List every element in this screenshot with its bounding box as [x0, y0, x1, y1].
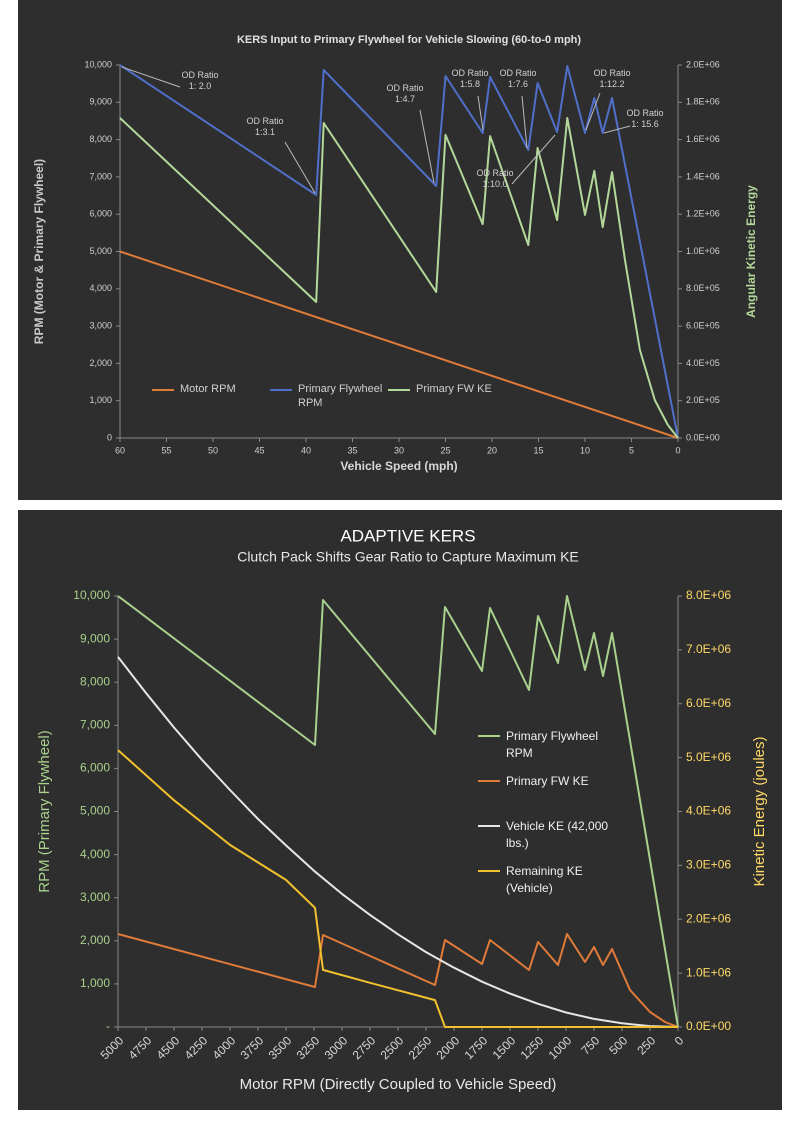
y2-tick-label: 4.0E+05 [686, 358, 720, 368]
annotation: OD Ratio 1:4.7 [386, 83, 424, 104]
annotation: OD Ratio 1:7.6 [499, 68, 537, 89]
legend-label: Primary FW KE [416, 383, 492, 395]
x-tick-label: 25 [440, 445, 450, 455]
y-tick-label: 5,000 [89, 246, 112, 256]
y-tick-label: 3,000 [89, 320, 112, 330]
x-tick-label: 60 [115, 445, 125, 455]
chart-title: KERS Input to Primary Flywheel for Vehic… [237, 34, 581, 46]
y-tick-label: 0 [107, 432, 112, 442]
annotation-leader [511, 134, 556, 185]
x-tick-label: 45 [254, 445, 264, 455]
x-tick-label: 20 [487, 445, 497, 455]
y-tick-label: 3,000 [80, 890, 110, 904]
y-axis-title: RPM (Primary Flywheel) [36, 730, 53, 893]
x-tick-label: 30 [394, 445, 404, 455]
panel [18, 0, 782, 500]
y2-tick-label: 1.0E+06 [686, 965, 731, 979]
y2-tick-label: 4.0E+06 [686, 804, 731, 818]
y2-tick-label: 8.0E+06 [686, 588, 731, 602]
y-tick-label: 6,000 [80, 761, 110, 775]
y-tick-label: 4,000 [89, 283, 112, 293]
annotation-leader [419, 109, 435, 184]
x-tick-label: 15 [533, 445, 543, 455]
x-tick-label: 5 [629, 445, 634, 455]
y-tick-label: 4,000 [80, 847, 110, 861]
series-line [117, 749, 678, 1028]
legend-label: Primary Flywheel RPM [506, 729, 599, 760]
y2-tick-label: 1.2E+06 [686, 209, 720, 219]
annotation: OD Ratio 1: 15.6 [626, 108, 664, 129]
annotation: OD Ratio 1:3.1 [246, 116, 284, 137]
y2-tick-label: 1.4E+06 [686, 171, 720, 181]
annotation-leader [284, 141, 316, 194]
y-tick-label: 1,000 [80, 976, 110, 990]
y-tick-label: 8,000 [80, 674, 110, 688]
y2-axis-title: Kinetic Energy (joules) [751, 736, 768, 886]
legend-label: Primary Flywheel RPM [298, 383, 383, 409]
series-line [117, 656, 679, 1028]
y-tick-label: - [106, 1019, 110, 1033]
y-tick-label: 5,000 [80, 804, 110, 818]
y-tick-label: 1,000 [89, 395, 112, 405]
series-line [117, 933, 679, 1028]
x-axis-title: Vehicle Speed (mph) [340, 459, 457, 473]
x-tick-label: 50 [208, 445, 218, 455]
y-tick-label: 9,000 [80, 631, 110, 645]
annotation-leader [121, 66, 181, 88]
annotation-leader [585, 92, 601, 131]
y2-tick-label: 7.0E+06 [686, 642, 731, 656]
y2-tick-label: 0.0E+00 [686, 1019, 731, 1033]
y-tick-label: 2,000 [89, 358, 112, 368]
y2-tick-label: 5.0E+06 [686, 750, 731, 764]
annotation: OD Ratio 1:10.0 [476, 168, 514, 189]
x-tick-label: 55 [161, 445, 171, 455]
y2-axis-title: Angular Kinetic Energy [744, 185, 758, 318]
panel [18, 510, 782, 1110]
y-tick-label: 7,000 [80, 717, 110, 731]
series-line [119, 117, 679, 439]
y2-tick-label: 1.6E+06 [686, 134, 720, 144]
y2-tick-label: 3.0E+06 [686, 858, 731, 872]
annotation-leader [477, 95, 484, 131]
annotation-leader [603, 125, 631, 134]
series-line [119, 250, 679, 439]
y2-tick-label: 6.0E+06 [686, 696, 731, 710]
y2-tick-label: 2.0E+06 [686, 59, 720, 69]
legend-label: Vehicle KE (42,000 lbs.) [506, 819, 609, 850]
legend-label: Motor RPM [180, 383, 236, 395]
y2-tick-label: 2.0E+05 [686, 395, 720, 405]
y2-tick-label: 0.0E+00 [686, 432, 720, 442]
x-tick-label: 0 [675, 445, 680, 455]
y-axis-title: RPM (Motor & Primary Flywheel) [32, 159, 46, 344]
annotation: OD Ratio 1:5.8 [451, 68, 489, 89]
series-line [117, 595, 679, 1028]
x-axis-title: Motor RPM (Directly Coupled to Vehicle S… [240, 1076, 557, 1093]
annotation: OD Ratio 1:12.2 [593, 68, 631, 89]
x-tick-label: 35 [347, 445, 357, 455]
y2-tick-label: 1.0E+06 [686, 246, 720, 256]
y-tick-label: 6,000 [89, 209, 112, 219]
y-tick-label: 10,000 [73, 588, 110, 602]
y-tick-label: 9,000 [89, 97, 112, 107]
y-tick-label: 8,000 [89, 134, 112, 144]
y2-tick-label: 6.0E+05 [686, 320, 720, 330]
legend-label: Remaining KE (Vehicle) [506, 864, 583, 895]
annotation-leader [521, 95, 528, 149]
chart-subtitle: Clutch Pack Shifts Gear Ratio to Capture… [237, 549, 579, 565]
annotation: OD Ratio 1: 2.0 [181, 70, 219, 91]
y2-tick-label: 1.8E+06 [686, 97, 720, 107]
x-tick-label: 40 [301, 445, 311, 455]
legend-label: Primary FW KE [506, 774, 589, 788]
series-line [119, 64, 679, 439]
chart-title: ADAPTIVE KERS [340, 526, 475, 545]
x-tick-label: 10 [580, 445, 590, 455]
y-tick-label: 7,000 [89, 171, 112, 181]
y-tick-label: 2,000 [80, 933, 110, 947]
y-tick-label: 10,000 [84, 59, 112, 69]
y2-tick-label: 2.0E+06 [686, 911, 731, 925]
y2-tick-label: 8.0E+05 [686, 283, 720, 293]
